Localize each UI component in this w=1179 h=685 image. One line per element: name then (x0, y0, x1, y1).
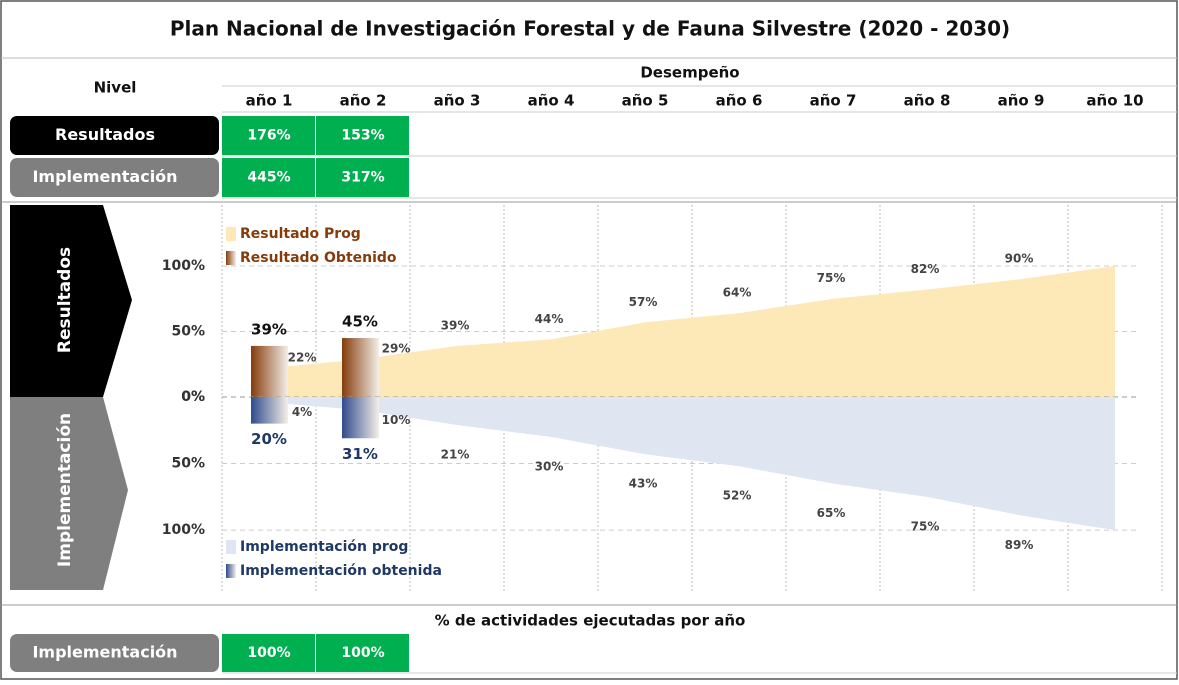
cell-value: 176% (247, 128, 290, 144)
area-label: 21% (441, 447, 470, 461)
year-header: año 2 (340, 92, 387, 110)
row-label-box (10, 116, 219, 155)
legend-label: Resultado Prog (240, 226, 361, 242)
bar (342, 338, 379, 397)
year-header: año 1 (246, 92, 293, 110)
bar-label: 45% (342, 313, 378, 331)
area-label: 65% (817, 506, 846, 520)
bar (342, 397, 379, 439)
area (269, 397, 1115, 531)
cell-value: 153% (341, 128, 384, 144)
area (269, 265, 1115, 397)
row-label: Resultados (55, 125, 155, 144)
legend-label: Implementación obtenida (240, 563, 442, 579)
year-header: año 6 (716, 92, 763, 110)
legend-label: Implementación prog (240, 539, 408, 555)
area-label: 90% (1005, 252, 1034, 266)
level-header: Nivel (94, 79, 137, 97)
cell (316, 116, 409, 155)
cell-value: 100% (341, 645, 384, 661)
content: año 1 año 2 año 3 año 4 año 5 año 6 año 7 año 8… (1, 85, 1177, 674)
year-header: año 9 (998, 92, 1045, 110)
row-label: Implementación (32, 643, 177, 662)
area-label: 39% (441, 318, 470, 332)
area-label: 75% (817, 271, 846, 285)
cell-value: 317% (341, 170, 384, 186)
bar-label: 31% (342, 445, 378, 463)
area-label: 57% (629, 295, 658, 309)
title: Plan Nacional de Investigación Forestal … (170, 17, 1010, 41)
row-label: Implementación (32, 167, 177, 186)
y-tick-label: 100% (162, 522, 205, 538)
legend-swatch (226, 540, 236, 554)
area-label: 64% (723, 286, 752, 300)
legend-swatch (226, 251, 236, 265)
area-label: 52% (723, 489, 752, 503)
group-header: Desempeño (640, 64, 739, 82)
year-header: año 10 (1086, 92, 1143, 110)
legend-swatch (226, 227, 236, 241)
year-header: año 7 (810, 92, 857, 110)
cell (316, 634, 409, 672)
row-label-box (10, 158, 219, 197)
area-label: 4% (292, 405, 312, 419)
y-tick-label: 50% (171, 323, 205, 339)
bar-label: 39% (251, 320, 287, 338)
legend-label: Resultado Obtenido (240, 250, 397, 266)
side-label: Resultados (55, 247, 75, 353)
y-tick-label: 0% (181, 389, 205, 405)
bar (251, 345, 288, 397)
cell (222, 158, 315, 197)
bar-label: 20% (251, 430, 287, 448)
legend-swatch (226, 564, 236, 578)
area-label: 22% (288, 351, 317, 365)
cell (222, 116, 315, 155)
cell-value: 100% (247, 645, 290, 661)
area-label: 82% (911, 262, 940, 276)
row-label-box (10, 634, 219, 672)
side-arrow (10, 205, 132, 397)
year-header: año 8 (904, 92, 951, 110)
area-label: 10% (382, 413, 411, 427)
bar (251, 397, 288, 424)
side-arrow (10, 397, 128, 590)
y-tick-label: 50% (171, 456, 205, 472)
footer-title: % de actividades ejecutadas por año (435, 612, 746, 630)
area-label: 43% (629, 477, 658, 491)
area-label: 30% (535, 459, 564, 473)
cell-value: 445% (247, 170, 290, 186)
area-label: 75% (911, 519, 940, 533)
cell (222, 634, 315, 672)
year-header: año 4 (528, 92, 575, 110)
cell (316, 158, 409, 197)
area-label: 89% (1005, 538, 1034, 552)
area-label: 29% (382, 342, 411, 356)
y-tick-label: 0% (181, 389, 205, 405)
year-header: año 3 (434, 92, 481, 110)
year-header: año 5 (622, 92, 669, 110)
side-label: Implementación (55, 413, 75, 567)
y-tick-label: 100% (162, 258, 205, 274)
area-label: 44% (535, 312, 564, 326)
